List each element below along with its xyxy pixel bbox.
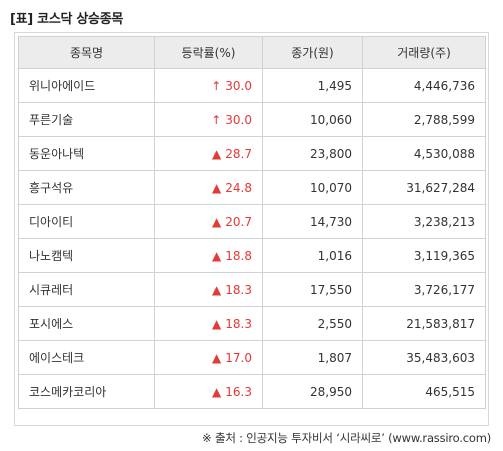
stock-name: 포시에스: [18, 306, 155, 341]
close-price: 1,016: [262, 238, 363, 273]
header-row: 종목명 등락률(%) 종가(원) 거래량(주): [18, 36, 486, 69]
up-triangle-icon: ▲: [212, 146, 222, 161]
volume: 21,583,817: [362, 306, 486, 341]
table-row: 에이스테크 ▲ 17.0 1,807 35,483,603: [18, 340, 486, 375]
change-value: 28.7: [225, 146, 252, 161]
change-cell: ↑ 30.0: [154, 68, 263, 103]
volume: 4,530,088: [362, 136, 486, 171]
change-value: 17.0: [225, 350, 252, 365]
up-triangle-icon: ▲: [212, 180, 222, 195]
change-value: 30.0: [225, 78, 252, 93]
change-cell: ▲ 20.7: [154, 204, 263, 239]
change-value: 24.8: [225, 180, 252, 195]
up-triangle-icon: ▲: [212, 282, 222, 297]
source-note: ※ 출처 : 인공지능 투자비서 ‘시라씨로’ (www.rassiro.com…: [202, 431, 491, 445]
table-row: 포시에스 ▲ 18.3 2,550 21,583,817: [18, 306, 486, 341]
stock-name: 흥구석유: [18, 170, 155, 205]
stock-name: 에이스테크: [18, 340, 155, 375]
table-row: 디아이티 ▲ 20.7 14,730 3,238,213: [18, 204, 486, 239]
change-value: 18.3: [225, 282, 252, 297]
change-cell: ▲ 18.8: [154, 238, 263, 273]
close-price: 1,495: [262, 68, 363, 103]
volume: 3,119,365: [362, 238, 486, 273]
volume: 2,788,599: [362, 102, 486, 137]
change-cell: ▲ 24.8: [154, 170, 263, 205]
change-value: 18.3: [225, 316, 252, 331]
close-price: 28,950: [262, 374, 363, 409]
volume: 4,446,736: [362, 68, 486, 103]
up-triangle-icon: ▲: [212, 384, 222, 399]
table-row: 나노캠텍 ▲ 18.8 1,016 3,119,365: [18, 238, 486, 273]
change-cell: ▲ 18.3: [154, 272, 263, 307]
stock-table: 종목명 등락률(%) 종가(원) 거래량(주) 위니아에이드 ↑ 30.0 1,495…: [18, 36, 486, 409]
stock-name: 동운아나텍: [18, 136, 155, 171]
up-triangle-icon: ▲: [212, 316, 222, 331]
close-price: 23,800: [262, 136, 363, 171]
column-header-name: 종목명: [18, 36, 155, 69]
stock-name: 코스메카코리아: [18, 374, 155, 409]
close-price: 10,070: [262, 170, 363, 205]
change-cell: ↑ 30.0: [154, 102, 263, 137]
change-value: 20.7: [225, 214, 252, 229]
volume: 465,515: [362, 374, 486, 409]
volume: 35,483,603: [362, 340, 486, 375]
change-value: 18.8: [225, 248, 252, 263]
table-row: 위니아에이드 ↑ 30.0 1,495 4,446,736: [18, 68, 486, 103]
up-arrow-icon: ↑: [211, 78, 222, 93]
change-value: 30.0: [225, 112, 252, 127]
stock-name: 나노캠텍: [18, 238, 155, 273]
table-row: 코스메카코리아 ▲ 16.3 28,950 465,515: [18, 374, 486, 409]
stock-name: 위니아에이드: [18, 68, 155, 103]
up-arrow-icon: ↑: [211, 112, 222, 127]
volume: 31,627,284: [362, 170, 486, 205]
column-header-volume: 거래량(주): [362, 36, 486, 69]
change-cell: ▲ 18.3: [154, 306, 263, 341]
table-container: 종목명 등락률(%) 종가(원) 거래량(주) 위니아에이드 ↑ 30.0 1,495…: [14, 32, 489, 426]
volume: 3,726,177: [362, 272, 486, 307]
up-triangle-icon: ▲: [212, 350, 222, 365]
stock-name: 디아이티: [18, 204, 155, 239]
table-row: 동운아나텍 ▲ 28.7 23,800 4,530,088: [18, 136, 486, 171]
table-row: 흥구석유 ▲ 24.8 10,070 31,627,284: [18, 170, 486, 205]
change-cell: ▲ 28.7: [154, 136, 263, 171]
change-cell: ▲ 17.0: [154, 340, 263, 375]
column-header-change: 등락률(%): [154, 36, 263, 69]
up-triangle-icon: ▲: [212, 214, 222, 229]
change-cell: ▲ 16.3: [154, 374, 263, 409]
close-price: 17,550: [262, 272, 363, 307]
change-value: 16.3: [225, 384, 252, 399]
stock-name: 푸른기술: [18, 102, 155, 137]
up-triangle-icon: ▲: [212, 248, 222, 263]
table-row: 푸른기술 ↑ 30.0 10,060 2,788,599: [18, 102, 486, 137]
table-row: 시큐레터 ▲ 18.3 17,550 3,726,177: [18, 272, 486, 307]
close-price: 2,550: [262, 306, 363, 341]
volume: 3,238,213: [362, 204, 486, 239]
page-title: [표] 코스닥 상승종목: [10, 12, 124, 27]
close-price: 10,060: [262, 102, 363, 137]
column-header-close: 종가(원): [262, 36, 363, 69]
table-body: 위니아에이드 ↑ 30.0 1,495 4,446,736 푸른기술 ↑ 30.0 10,060…: [18, 68, 486, 409]
close-price: 1,807: [262, 340, 363, 375]
close-price: 14,730: [262, 204, 363, 239]
stock-name: 시큐레터: [18, 272, 155, 307]
